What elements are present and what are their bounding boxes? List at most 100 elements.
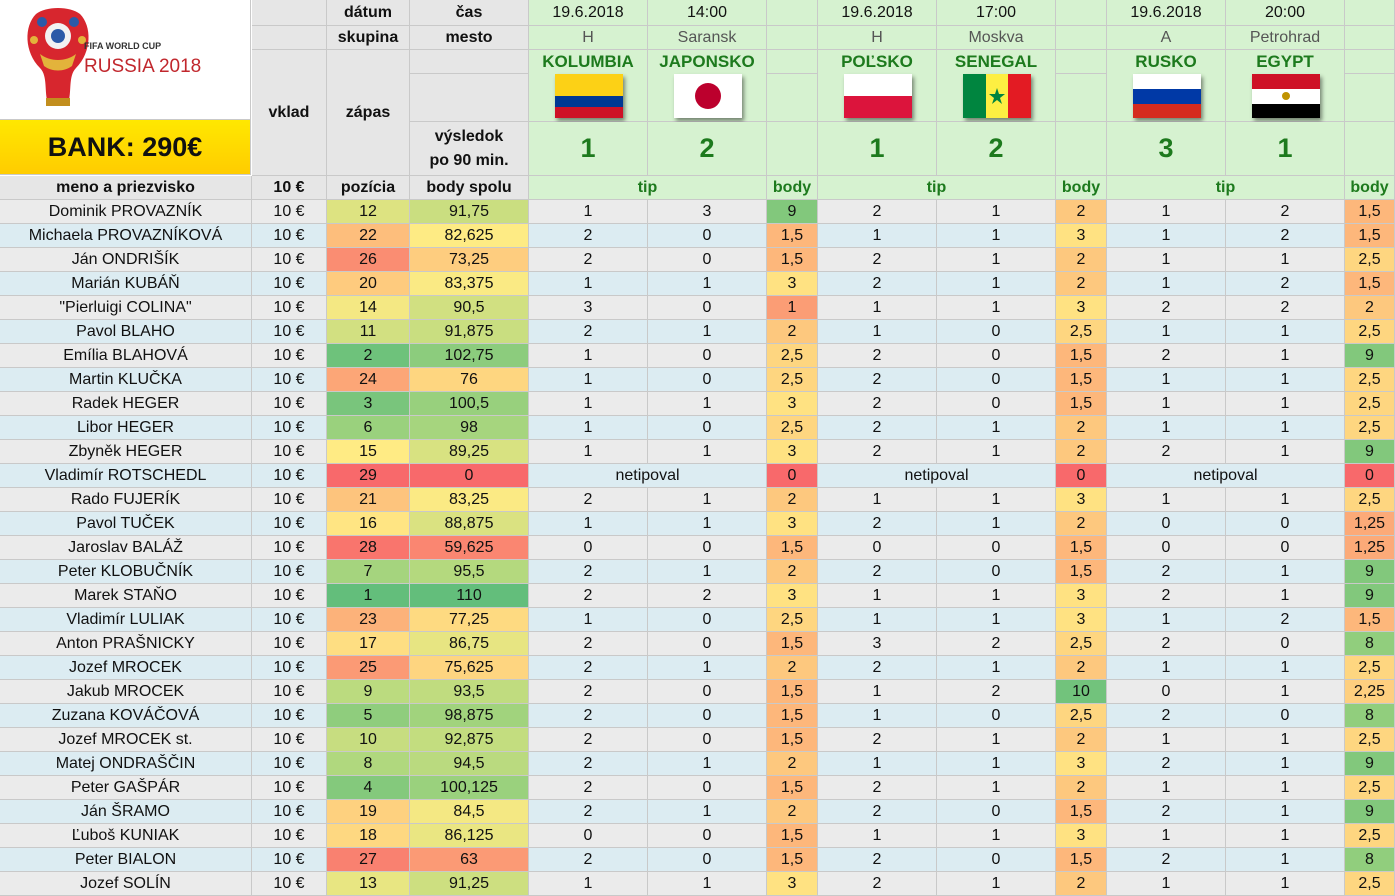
no-tip-label: netipoval (1107, 464, 1345, 488)
match-points: 2,5 (1056, 704, 1107, 728)
player-total-points: 91,875 (410, 320, 529, 344)
poland-flag-icon (844, 74, 912, 118)
tip-home: 1 (818, 704, 937, 728)
tip-home: 2 (818, 368, 937, 392)
player-total-points: 63 (410, 848, 529, 872)
match-header: zápas (327, 50, 410, 176)
tip-away: 0 (648, 632, 767, 656)
empty-header-cell (767, 26, 818, 50)
match-points: 3 (1056, 824, 1107, 848)
tip-away: 1 (648, 656, 767, 680)
player-position: 27 (327, 848, 410, 872)
match-points: 1,5 (1056, 800, 1107, 824)
tip-home: 2 (818, 272, 937, 296)
egypt-flag-icon (1252, 74, 1320, 118)
tip-away: 1 (648, 440, 767, 464)
player-stake: 10 € (252, 224, 327, 248)
tip-home: 2 (818, 560, 937, 584)
tip-away: 2 (937, 632, 1056, 656)
result-header-line2: po 90 min. (429, 151, 509, 169)
empty-header-cell (1345, 50, 1395, 74)
tip-away: 0 (648, 608, 767, 632)
name-column-header: meno a priezvisko (0, 176, 252, 200)
tip-away: 2 (648, 584, 767, 608)
match-points: 1,5 (767, 776, 818, 800)
senegal-flag-icon (963, 74, 1031, 118)
tip-home: 2 (529, 632, 648, 656)
tip-away: 0 (1226, 512, 1345, 536)
player-stake: 10 € (252, 368, 327, 392)
tip-away: 1 (1226, 824, 1345, 848)
tip-home: 2 (1107, 560, 1226, 584)
tip-home: 1 (529, 200, 648, 224)
tip-away: 0 (937, 800, 1056, 824)
player-position: 15 (327, 440, 410, 464)
tip-away: 0 (937, 704, 1056, 728)
tip-away: 1 (1226, 872, 1345, 896)
tip-home: 1 (529, 608, 648, 632)
tip-home: 0 (1107, 512, 1226, 536)
tip-home: 1 (1107, 200, 1226, 224)
tip-home: 2 (1107, 704, 1226, 728)
match-group: A (1107, 26, 1226, 50)
match-points: 1,5 (1056, 536, 1107, 560)
tip-home: 2 (818, 416, 937, 440)
tip-away: 1 (937, 776, 1056, 800)
home-score: 1 (529, 122, 648, 176)
match-time: 14:00 (648, 0, 767, 26)
player-total-points: 82,625 (410, 224, 529, 248)
empty-header-cell (767, 0, 818, 26)
tip-home: 1 (1107, 416, 1226, 440)
points-header: body (767, 176, 818, 200)
player-name: Jozef MROCEK st. (0, 728, 252, 752)
match-points: 3 (1056, 608, 1107, 632)
tip-away: 1 (1226, 440, 1345, 464)
tip-away: 1 (1226, 248, 1345, 272)
match-city: Saransk (648, 26, 767, 50)
empty-header-cell (767, 74, 818, 122)
player-stake: 10 € (252, 320, 327, 344)
tip-home: 1 (529, 416, 648, 440)
empty-header-cell (1056, 122, 1107, 176)
player-stake: 10 € (252, 272, 327, 296)
tip-away: 1 (937, 248, 1056, 272)
tip-home: 0 (818, 536, 937, 560)
tip-away: 0 (648, 416, 767, 440)
player-stake: 10 € (252, 872, 327, 896)
match-points: 3 (767, 872, 818, 896)
tip-away: 2 (1226, 200, 1345, 224)
tip-away: 0 (648, 368, 767, 392)
tip-away: 1 (648, 272, 767, 296)
tip-away: 1 (937, 296, 1056, 320)
match-points: 2 (1056, 728, 1107, 752)
tip-away: 0 (648, 824, 767, 848)
player-name: Anton PRAŠNICKY (0, 632, 252, 656)
player-position: 18 (327, 824, 410, 848)
tip-away: 1 (648, 752, 767, 776)
player-position: 28 (327, 536, 410, 560)
match-points: 2,25 (1345, 680, 1395, 704)
player-stake: 10 € (252, 488, 327, 512)
player-total-points: 100,5 (410, 392, 529, 416)
tip-home: 2 (818, 248, 937, 272)
tip-away: 2 (1226, 224, 1345, 248)
empty-header-cell (1345, 0, 1395, 26)
tip-away: 1 (1226, 392, 1345, 416)
tip-home: 0 (529, 536, 648, 560)
tip-away: 1 (937, 656, 1056, 680)
player-name: Jakub MROCEK (0, 680, 252, 704)
tip-away: 0 (648, 296, 767, 320)
tip-home: 2 (529, 752, 648, 776)
no-tip-label: netipoval (818, 464, 1056, 488)
player-total-points: 98 (410, 416, 529, 440)
player-stake: 10 € (252, 728, 327, 752)
empty-header-cell (767, 122, 818, 176)
tip-home: 2 (818, 200, 937, 224)
match-points: 3 (1056, 488, 1107, 512)
player-name: Vladimír LULIAK (0, 608, 252, 632)
player-total-points: 0 (410, 464, 529, 488)
player-position: 22 (327, 224, 410, 248)
tip-home: 2 (529, 776, 648, 800)
match-points: 1,5 (1345, 608, 1395, 632)
match-points: 2,5 (1345, 248, 1395, 272)
